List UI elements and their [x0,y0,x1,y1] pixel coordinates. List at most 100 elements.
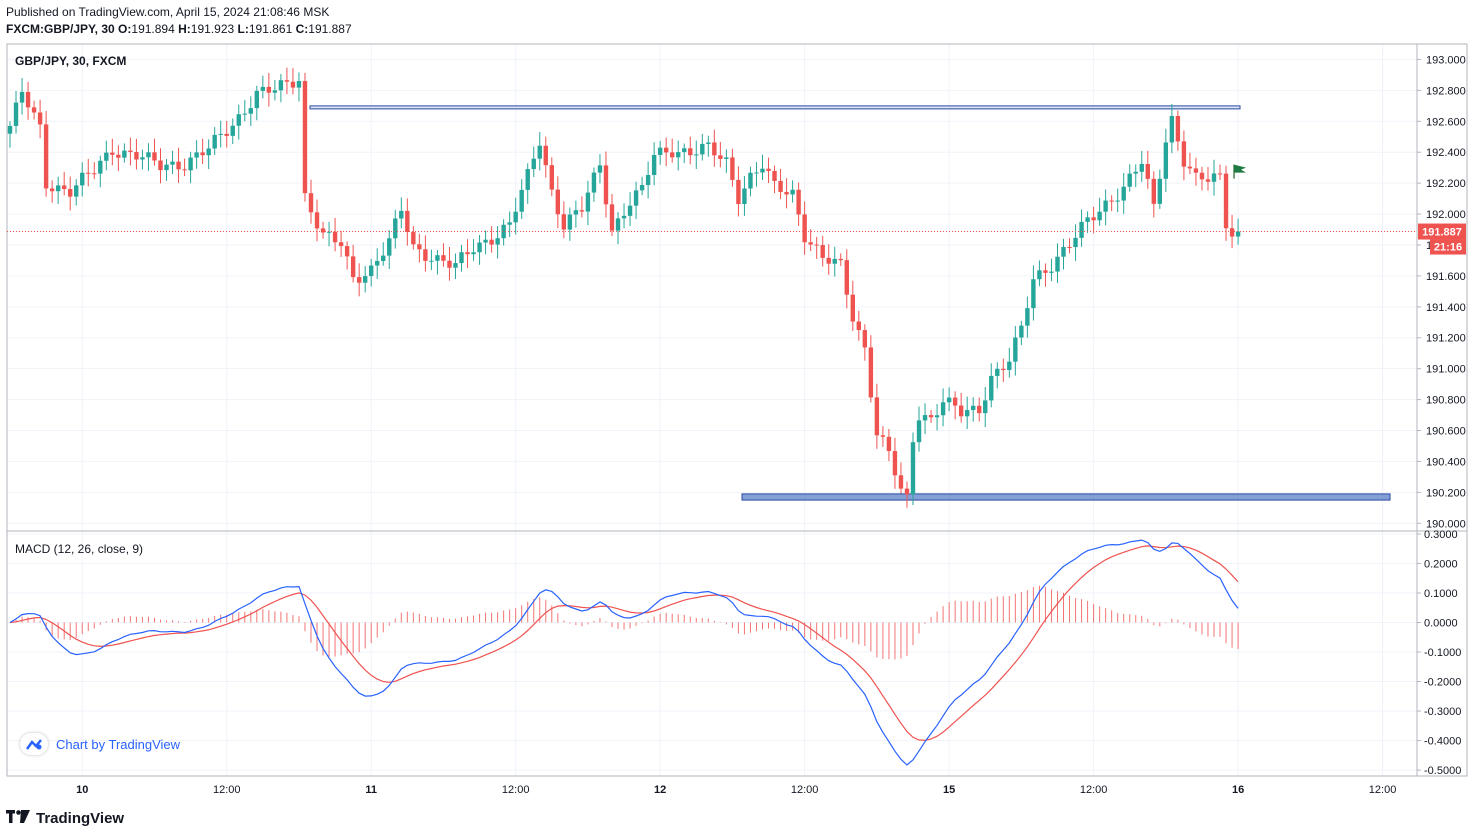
high-value: 191.923 [190,22,235,36]
candle [236,104,241,140]
macd-tick-label: 0.2000 [1424,558,1458,570]
price-axis[interactable]: 193.000 192.800 192.600 192.400 192.200 192.0… [1417,54,1466,530]
candle [146,143,151,171]
candle [188,151,193,184]
candle-body [892,451,898,476]
price-pane-title: GBP/JPY, 30, FXCM [15,54,126,68]
candle [850,280,855,331]
candle-body [916,420,922,443]
candle-body [1181,141,1187,167]
candle-body [369,265,374,277]
candle [25,81,31,120]
candle [591,167,597,202]
candle [567,207,573,241]
candle [561,201,567,239]
price-tick-label: 191.600 [1426,271,1466,283]
candle [1013,326,1018,376]
time-axis[interactable]: 10 12:00 11 12:00 12 12:00 15 12:00 16 12:00 [76,784,1396,796]
candle [1115,188,1120,213]
candle-body [904,488,910,495]
candle [1037,260,1042,287]
candle-body [218,133,223,135]
candle-body [712,142,717,156]
candle [946,387,952,412]
candle [417,233,422,263]
candle [1061,238,1066,270]
candle [19,78,25,115]
low-label: L: [237,22,249,36]
candle-body [706,142,711,144]
support-zone [741,493,1391,501]
candle [525,163,530,204]
candle-body [477,242,482,253]
candle-body [1235,231,1241,237]
candle-body [459,252,464,264]
candle [61,171,67,196]
candle [1139,150,1144,182]
candle-body [730,157,735,180]
candle-body [808,242,813,245]
candle-body [838,258,843,261]
candle-body [236,114,241,126]
candle [459,244,464,272]
candle [694,140,699,169]
candle-body [19,91,25,103]
candle-body [1055,256,1060,272]
candle-body [754,172,759,174]
time-tick-label: 12:00 [1369,784,1397,796]
macd-axis[interactable]: 0.3000 0.2000 0.1000 0.0000 -0.1000 -0.2000 -0… [1417,529,1461,777]
candle-body [290,81,296,88]
candle [796,182,801,227]
candle [405,198,410,246]
candle-body [880,435,886,437]
candle-body [423,249,428,261]
candle [983,386,988,428]
candle-body [856,321,862,331]
candle-body [772,170,777,181]
footer-brand[interactable]: TradingView [6,810,124,827]
candle [712,129,717,167]
candle [1073,224,1078,261]
macd-tick-label: 0.3000 [1424,529,1458,541]
candle-body [465,252,470,255]
candle-body [1073,237,1078,248]
candle-body [1115,200,1120,202]
candle-body [964,410,970,417]
candle-body [1001,368,1006,370]
price-tick-label: 190.600 [1426,426,1466,438]
candle-body [1193,168,1199,173]
candle-body [1211,173,1217,182]
candle [1001,358,1006,382]
chart-by-tradingview[interactable]: Chart by TradingView [20,733,180,755]
countdown-bg [1430,239,1466,255]
candle [290,68,296,95]
candle [742,176,747,216]
candle-body [74,185,79,197]
candle-body [952,397,958,406]
candle-body [682,148,687,153]
candle [242,99,247,122]
candle [1055,243,1060,284]
candle [1229,214,1235,249]
candle [886,429,892,462]
candle [110,138,115,166]
candle [296,72,302,102]
candle-body [1049,271,1054,273]
candle [1169,103,1175,154]
price-tick-label: 190.200 [1426,487,1466,499]
candle-body [585,192,591,212]
candle-body [934,415,940,418]
candle-body [627,205,633,216]
candle-body [122,150,127,158]
macd-tick-label: 0.0000 [1424,618,1458,630]
candle-body [55,185,61,192]
candle [579,196,585,218]
candle-body [375,261,380,266]
candle-body [555,189,561,215]
candle-body [609,204,615,231]
candle [772,165,777,194]
candle [248,96,253,126]
candle [224,120,229,148]
candle-body [844,260,849,295]
